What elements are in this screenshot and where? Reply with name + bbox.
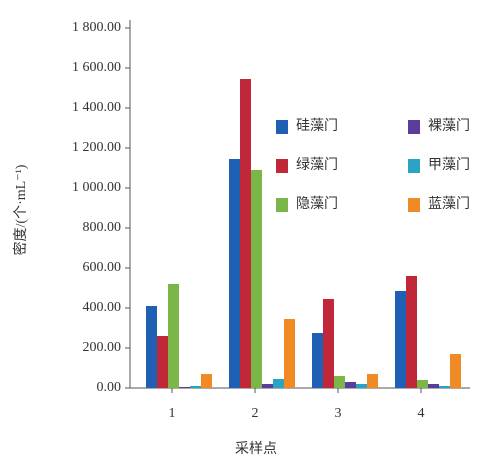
legend-swatch	[276, 159, 288, 173]
bar	[334, 376, 345, 388]
x-axis-label: 采样点	[235, 441, 277, 457]
bar	[201, 374, 212, 388]
y-tick-label: 1 600.00	[72, 60, 121, 75]
bar	[428, 384, 439, 388]
y-tick-label: 0.00	[97, 380, 122, 395]
legend-swatch	[408, 198, 420, 212]
y-tick-label: 1 800.00	[72, 20, 121, 35]
y-tick-label: 1 200.00	[72, 140, 121, 155]
bar	[406, 276, 417, 388]
legend-swatch	[276, 198, 288, 212]
legend-label: 蓝藻门	[428, 196, 470, 212]
bar	[312, 333, 323, 388]
y-tick-label: 1 000.00	[72, 180, 121, 195]
bar	[157, 336, 168, 388]
legend-label: 裸藻门	[428, 118, 470, 134]
bar	[229, 159, 240, 388]
y-tick-label: 600.00	[83, 260, 122, 275]
legend-swatch	[408, 120, 420, 134]
bar	[356, 384, 367, 388]
legend-swatch	[276, 120, 288, 134]
bar	[450, 354, 461, 388]
legend-label: 隐藻门	[296, 196, 338, 212]
x-tick-label: 1	[169, 406, 176, 421]
bar	[240, 79, 251, 388]
x-tick-label: 3	[335, 406, 342, 421]
bar	[251, 170, 262, 388]
bar	[345, 382, 356, 388]
legend-label: 硅藻门	[296, 118, 338, 134]
y-tick-label: 1 400.00	[72, 100, 121, 115]
bar	[323, 299, 334, 388]
bar	[273, 379, 284, 388]
bar	[417, 380, 428, 388]
legend-label: 绿藻门	[296, 157, 338, 173]
bar	[395, 291, 406, 388]
bar	[439, 386, 450, 388]
x-tick-label: 2	[252, 406, 259, 421]
bar	[146, 306, 157, 388]
bar	[262, 384, 273, 388]
y-tick-label: 400.00	[83, 300, 122, 315]
bar	[179, 387, 190, 388]
bar	[367, 374, 378, 388]
legend-swatch	[408, 159, 420, 173]
x-tick-label: 4	[418, 406, 425, 421]
legend-label: 甲藻门	[428, 157, 470, 173]
bar	[284, 319, 295, 388]
bar	[168, 284, 179, 388]
y-axis-label: 密度/(个·mL⁻¹)	[12, 164, 29, 255]
y-tick-label: 800.00	[83, 220, 122, 235]
bar	[190, 386, 201, 388]
y-tick-label: 200.00	[83, 340, 122, 355]
